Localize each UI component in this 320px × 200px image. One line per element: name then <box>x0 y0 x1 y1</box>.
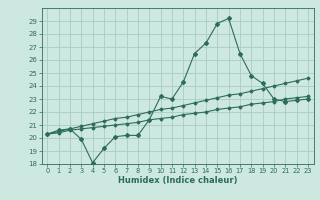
X-axis label: Humidex (Indice chaleur): Humidex (Indice chaleur) <box>118 176 237 185</box>
